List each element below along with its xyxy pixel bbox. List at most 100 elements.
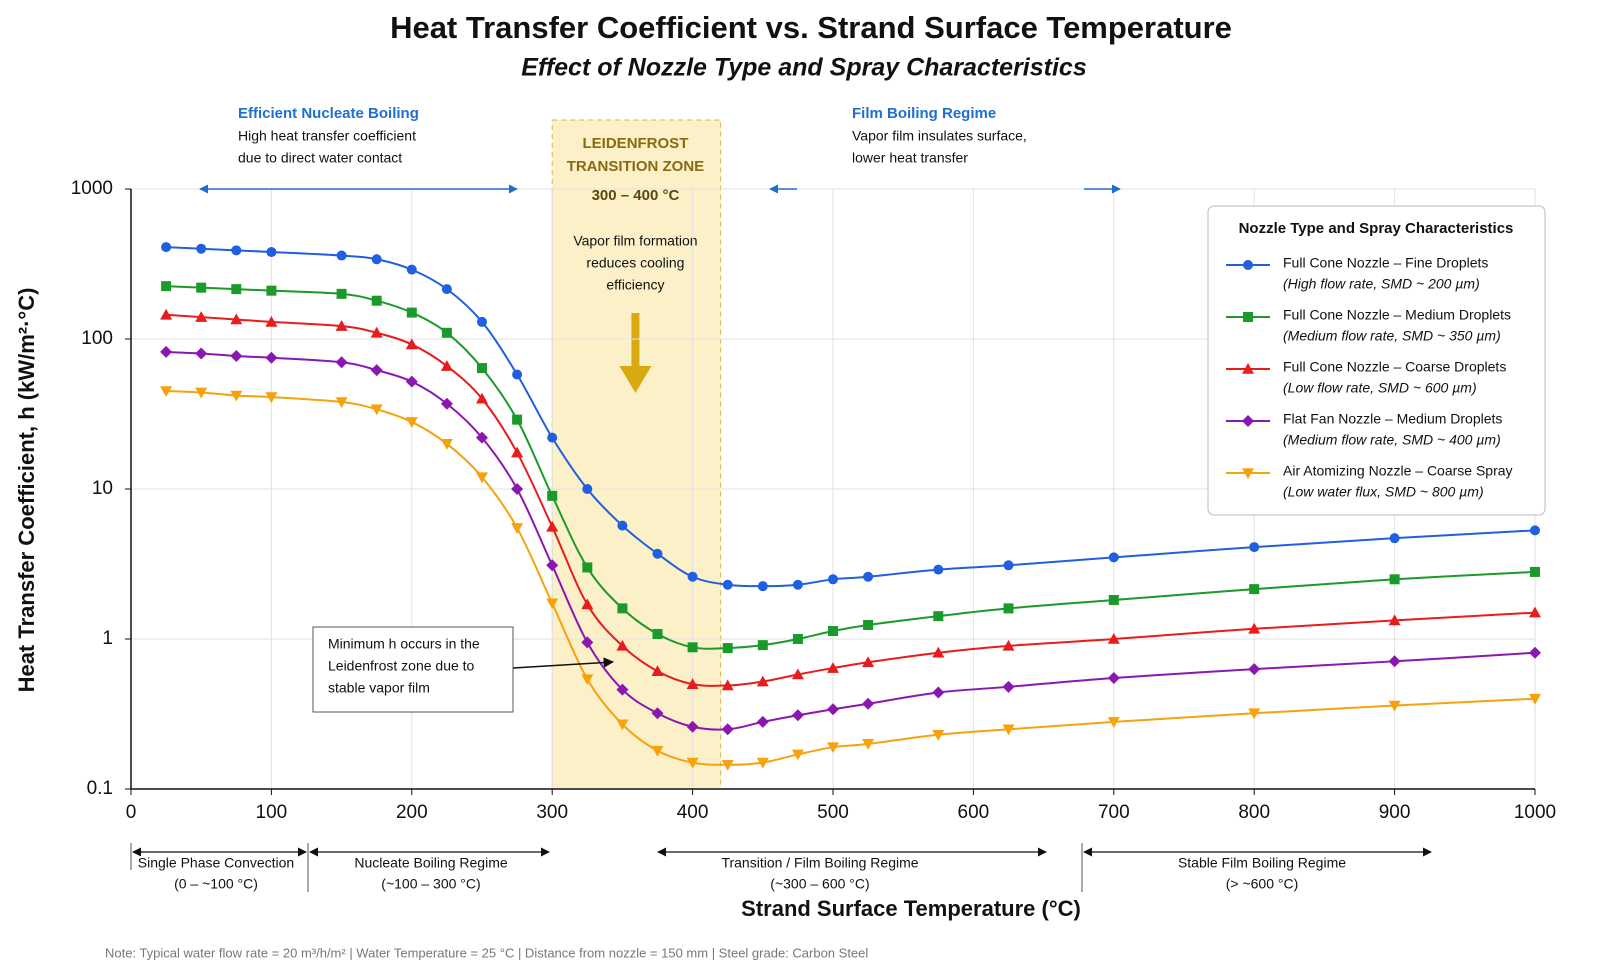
data-point — [195, 387, 208, 399]
data-point — [722, 579, 733, 590]
data-point — [230, 390, 243, 402]
data-point — [933, 611, 944, 622]
data-point — [827, 742, 839, 754]
data-point — [406, 264, 417, 275]
data-point — [1107, 633, 1120, 644]
data-point — [1107, 671, 1120, 684]
data-point — [265, 315, 278, 327]
x-axis-title: Strand Surface Temperature (°C) — [741, 896, 1081, 921]
data-point — [1249, 584, 1260, 595]
data-point — [757, 581, 768, 592]
data-point — [511, 483, 524, 495]
regime-range: (> ~600 °C) — [1226, 876, 1299, 892]
data-point — [512, 414, 523, 425]
legend-marker — [1242, 363, 1254, 374]
data-point — [1248, 708, 1261, 720]
data-point — [1529, 646, 1541, 659]
legend-label: Air Atomizing Nozzle – Coarse Spray — [1283, 463, 1513, 479]
data-point — [371, 295, 382, 306]
legend-detail: (High flow rate, SMD ~ 200 µm) — [1283, 276, 1480, 292]
data-point — [1003, 560, 1014, 571]
data-point — [828, 626, 838, 637]
data-point — [370, 404, 383, 416]
data-point — [582, 562, 593, 573]
data-point — [651, 707, 664, 720]
data-point — [1248, 622, 1261, 634]
regime-range: (~300 – 600 °C) — [770, 876, 869, 892]
data-point — [791, 749, 804, 761]
legend-label: Full Cone Nozzle – Medium Droplets — [1283, 307, 1511, 323]
data-point — [1530, 525, 1540, 536]
data-point — [476, 431, 488, 444]
legend-marker — [1243, 260, 1253, 270]
legend-marker — [1242, 468, 1254, 479]
x-tick-label: 0 — [126, 802, 137, 823]
data-point — [1248, 663, 1261, 676]
zone-text: efficiency — [606, 277, 664, 293]
data-point — [1108, 594, 1119, 605]
legend-label: Full Cone Nozzle – Coarse Droplets — [1283, 359, 1506, 375]
legend-detail: (Medium flow rate, SMD ~ 400 µm) — [1283, 432, 1501, 448]
data-point — [617, 520, 628, 531]
zone-title: LEIDENFROST — [583, 135, 689, 152]
data-point — [721, 679, 734, 691]
data-point — [440, 439, 453, 450]
data-point — [686, 757, 699, 769]
zone-range: 300 – 400 °C — [592, 187, 680, 204]
data-point — [1388, 614, 1401, 626]
legend-title: Nozzle Type and Spray Characteristics — [1239, 220, 1514, 237]
data-point — [336, 250, 347, 261]
data-point — [265, 351, 278, 364]
regime-name: Nucleate Boiling Regime — [354, 855, 508, 871]
x-tick-label: 600 — [958, 802, 990, 823]
data-point — [932, 646, 945, 658]
data-point — [440, 397, 453, 410]
y-axis-title: Heat Transfer Coefficient, h (kW/m²·°C) — [14, 288, 39, 693]
data-point — [616, 639, 629, 651]
data-point — [863, 571, 874, 582]
data-point — [1389, 533, 1400, 544]
data-point — [1529, 693, 1541, 705]
data-point — [1108, 552, 1119, 563]
data-point — [160, 345, 173, 358]
annotation-title: Efficient Nucleate Boiling — [238, 105, 419, 122]
legend-box — [1207, 205, 1546, 516]
data-point — [652, 548, 663, 559]
data-point — [862, 739, 875, 750]
data-point — [231, 284, 242, 295]
data-point — [546, 598, 559, 610]
data-point — [1388, 655, 1401, 668]
data-point — [161, 281, 172, 292]
regime-name: Single Phase Convection — [138, 855, 294, 871]
zone-text: reduces cooling — [586, 255, 684, 271]
data-point — [1530, 566, 1540, 577]
regime-name: Transition / Film Boiling Regime — [721, 855, 918, 871]
data-point — [582, 484, 593, 494]
data-point — [512, 369, 523, 380]
data-point — [160, 386, 173, 398]
y-tick-label: 1000 — [71, 178, 113, 199]
regime-name: Stable Film Boiling Regime — [1178, 855, 1346, 871]
y-tick-label: 10 — [92, 478, 113, 499]
y-tick-label: 1 — [102, 628, 113, 649]
x-tick-label: 900 — [1379, 802, 1411, 823]
regime-range: (0 – ~100 °C) — [174, 876, 258, 892]
data-point — [862, 656, 875, 668]
zone-title: TRANSITION ZONE — [567, 158, 705, 175]
data-point — [370, 326, 383, 338]
data-point — [196, 243, 207, 254]
data-point — [863, 619, 874, 630]
data-point — [266, 247, 277, 258]
data-point — [336, 288, 347, 299]
footnote: Note: Typical water flow rate = 20 m³/h/… — [105, 945, 868, 960]
data-point — [792, 579, 803, 590]
data-point — [230, 313, 243, 325]
x-tick-label: 400 — [677, 802, 709, 823]
data-point — [371, 254, 382, 265]
annotation-text: due to direct water contact — [238, 150, 402, 166]
data-point — [1389, 574, 1400, 585]
data-point — [932, 729, 945, 741]
callout-text: stable vapor film — [328, 680, 430, 696]
data-point — [932, 686, 945, 699]
